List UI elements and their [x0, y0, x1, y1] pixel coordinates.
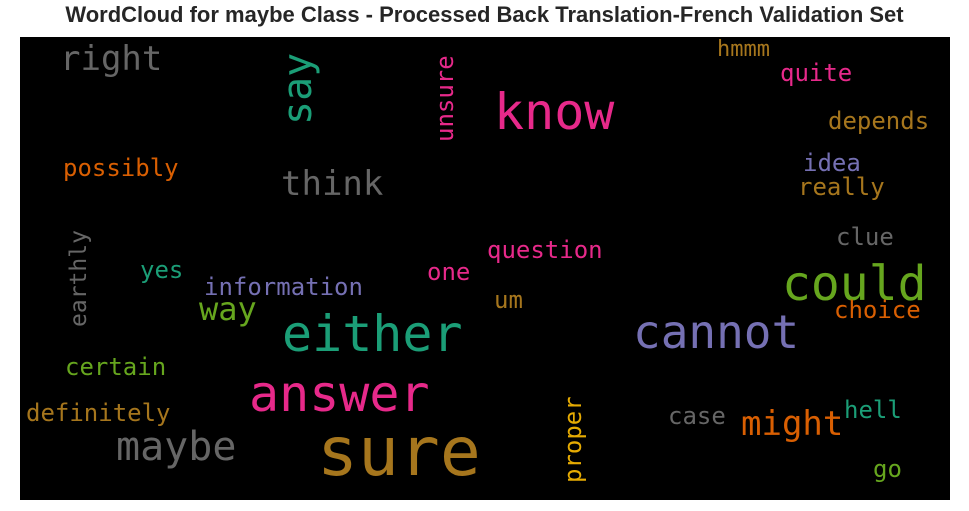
word-one: one [427, 258, 471, 286]
chart-title: WordCloud for maybe Class - Processed Ba… [65, 2, 904, 27]
word-answer: answer [249, 365, 430, 423]
word-think: think [281, 164, 384, 204]
word-cannot: cannot [633, 305, 800, 359]
word-question: question [487, 236, 603, 264]
word-depends: depends [828, 107, 930, 135]
word-certain: certain [65, 353, 167, 381]
word-possibly: possibly [63, 154, 179, 182]
word-definitely: definitely [26, 399, 171, 427]
word-really: really [798, 173, 885, 201]
word-proper: proper [559, 396, 587, 483]
word-might: might [741, 404, 844, 444]
word-idea: idea [803, 149, 861, 177]
word-um: um [494, 286, 523, 314]
word-right: right [60, 39, 163, 79]
word-know: know [494, 83, 615, 141]
word-hell: hell [844, 396, 902, 424]
word-choice: choice [834, 296, 921, 324]
word-earthly: earthly [66, 230, 92, 327]
word-go: go [873, 455, 902, 483]
word-hmmm: hmmm [717, 37, 770, 62]
word-quite: quite [780, 59, 853, 87]
word-maybe: maybe [116, 424, 237, 470]
word-either: either [282, 305, 463, 363]
word-way: way [199, 290, 257, 328]
word-say: say [275, 52, 321, 125]
word-information: information [204, 273, 363, 301]
word-case: case [668, 402, 726, 430]
word-sure: sure [317, 413, 481, 492]
word-cloud-canvas: sure either know answer cannot could maybe migh… [20, 37, 950, 500]
word-yes: yes [140, 256, 184, 284]
word-could: could [782, 256, 927, 312]
word-clue: clue [836, 223, 894, 251]
word-unsure: unsure [431, 55, 459, 142]
